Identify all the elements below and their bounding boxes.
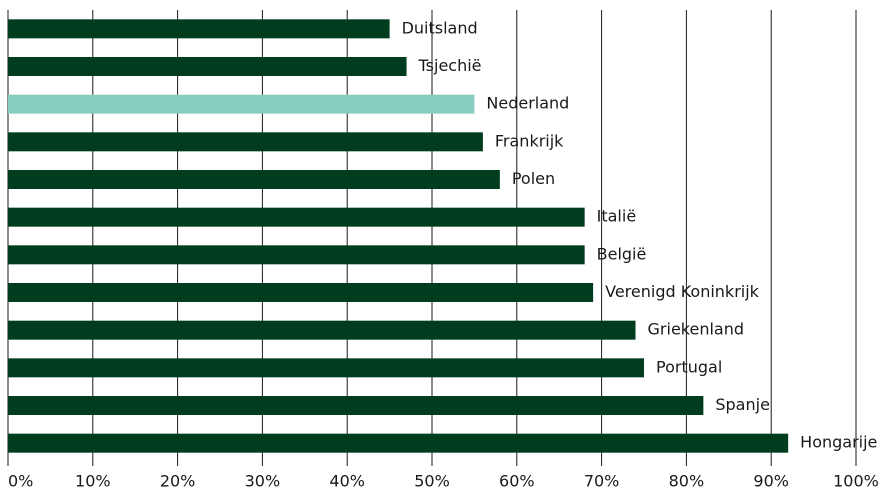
bar-label: Frankrijk (495, 131, 564, 150)
bar (8, 433, 789, 453)
x-tick-label: 90% (753, 472, 789, 491)
bar-label: Verenigd Koninkrijk (605, 282, 760, 301)
bar-label: Portugal (656, 357, 722, 376)
bar (8, 170, 500, 189)
bar (8, 57, 407, 76)
bar (8, 396, 704, 415)
x-tick-label: 50% (414, 472, 450, 491)
bar (8, 207, 585, 227)
bar-label: Hongarije (800, 433, 877, 452)
bar (8, 245, 585, 265)
bar-label: Griekenland (648, 320, 745, 339)
bar (8, 283, 594, 302)
x-tick-label: 30% (245, 472, 281, 491)
x-tick-label: 100% (833, 472, 879, 491)
x-tick-label: 0% (8, 472, 33, 491)
bar (8, 19, 390, 39)
bar (8, 320, 636, 340)
x-tick-label: 10% (75, 472, 111, 491)
bar-label: Spanje (715, 395, 770, 414)
x-tick-label: 80% (669, 472, 705, 491)
bar-label: Polen (512, 169, 555, 188)
bar-label: Nederland (486, 94, 569, 113)
bar-label: Duitsland (402, 18, 478, 37)
x-tick-label: 20% (160, 472, 196, 491)
bar-label: Italië (597, 207, 637, 226)
x-tick-label: 60% (499, 472, 535, 491)
x-tick-label: 40% (329, 472, 365, 491)
bar (8, 94, 475, 114)
bar (8, 132, 483, 152)
x-tick-label: 70% (584, 472, 620, 491)
bar-label: België (597, 244, 647, 263)
bar-label: Tsjechië (418, 56, 482, 75)
bar (8, 358, 644, 378)
